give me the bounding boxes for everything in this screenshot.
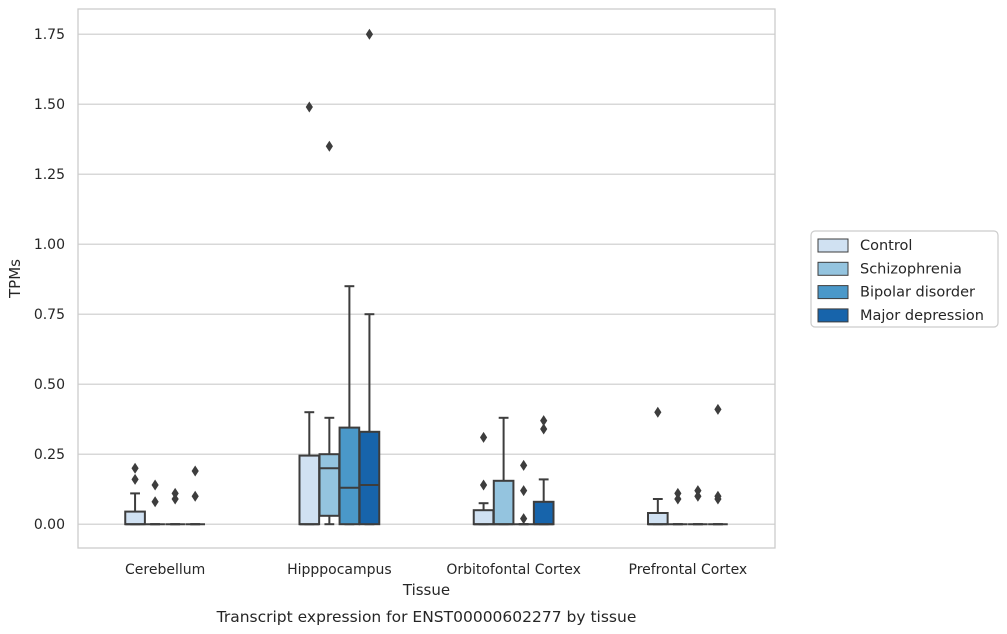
outlier-point — [520, 513, 528, 525]
box — [668, 487, 688, 526]
x-tick-label: Orbitofontal Cortex — [446, 562, 581, 578]
outlier-point — [520, 459, 528, 471]
y-tick-label: 1.25 — [34, 167, 65, 183]
series-schizophrenia — [145, 140, 688, 526]
box-body — [646, 512, 669, 526]
legend-item: Bipolar disorder — [817, 285, 975, 301]
series-bipolar-disorder — [165, 285, 708, 526]
box — [185, 465, 206, 526]
box — [358, 28, 381, 526]
outlier-point — [151, 479, 159, 491]
box — [298, 101, 321, 526]
box — [124, 462, 146, 526]
series-control — [124, 101, 669, 526]
outlier-point — [325, 140, 333, 152]
outlier-point — [151, 496, 159, 508]
x-tick-labels: Cerebellum Hipppocampus Orbitofontal Corte… — [125, 562, 747, 578]
outlier-point — [540, 415, 548, 427]
box-body — [298, 454, 321, 526]
x-tick-label: Cerebellum — [125, 562, 205, 578]
outlier-point — [479, 479, 488, 491]
outlier-point — [674, 493, 682, 505]
box — [472, 431, 495, 526]
legend-swatch — [817, 238, 849, 253]
outlier-point — [479, 431, 488, 443]
legend-label: Schizophrenia — [860, 261, 962, 277]
box — [532, 415, 555, 526]
box — [688, 485, 708, 526]
box-body — [358, 430, 381, 526]
y-tick-label: 1.00 — [34, 237, 65, 253]
outlier-point — [694, 485, 702, 497]
box-body — [472, 509, 495, 526]
box — [338, 285, 361, 526]
box-body — [492, 479, 515, 526]
series-major-depression — [185, 28, 728, 526]
legend-label: Control — [860, 238, 912, 254]
chart-caption: Transcript expression for ENST0000060227… — [216, 608, 637, 626]
box-body — [338, 426, 361, 526]
x-axis-label: Tissue — [402, 581, 450, 599]
outlier-point — [540, 423, 548, 435]
outlier-point — [520, 485, 528, 497]
outlier-point — [714, 490, 722, 502]
outlier-point — [191, 490, 199, 502]
box-body — [124, 510, 146, 526]
outlier-point — [674, 487, 682, 499]
y-tick-label: 1.75 — [34, 27, 65, 43]
box — [165, 487, 185, 526]
outlier-point — [191, 465, 199, 477]
box — [318, 140, 341, 526]
legend-item: Control — [817, 238, 912, 254]
box-body — [318, 453, 341, 517]
box-body — [532, 500, 555, 526]
legend-label: Bipolar disorder — [860, 285, 975, 301]
outlier-point — [654, 406, 662, 418]
box — [708, 403, 728, 526]
y-tick-label: 0.50 — [34, 377, 65, 393]
x-tick-label: Hipppocampus — [287, 562, 392, 578]
legend-swatch — [817, 261, 849, 276]
outlier-point — [365, 28, 374, 40]
x-tick-label: Prefrontal Cortex — [629, 562, 748, 578]
outlier-point — [305, 101, 313, 113]
legend-swatch — [817, 308, 849, 323]
y-tick-label: 1.50 — [34, 97, 65, 113]
legend-swatch — [817, 285, 849, 300]
outlier-point — [131, 462, 139, 474]
box — [646, 406, 669, 526]
grid-lines — [78, 33, 775, 525]
box — [145, 479, 165, 526]
outlier-point — [714, 403, 722, 415]
y-tick-label: 0.75 — [34, 307, 65, 323]
legend-frame — [810, 230, 999, 328]
outlier-point — [131, 473, 139, 485]
outlier-point — [171, 493, 179, 505]
y-tick-label: 0.00 — [34, 517, 65, 533]
plot-frame — [77, 8, 776, 549]
y-axis-label: TPMs — [6, 259, 24, 299]
legend-item: Schizophrenia — [817, 261, 962, 277]
outlier-point — [694, 490, 702, 502]
legend: Control Schizophrenia Bipolar disorder Majo… — [810, 230, 999, 328]
legend-item: Major depression — [817, 308, 984, 324]
y-tick-label: 0.25 — [34, 447, 65, 463]
outlier-point — [171, 487, 179, 499]
legend-label: Major depression — [860, 308, 984, 324]
box-series — [124, 28, 728, 526]
box — [513, 459, 534, 526]
y-tick-labels: 0.00 0.25 0.50 0.75 1.00 1.25 1.50 1.75 — [34, 27, 65, 533]
box — [492, 416, 515, 526]
